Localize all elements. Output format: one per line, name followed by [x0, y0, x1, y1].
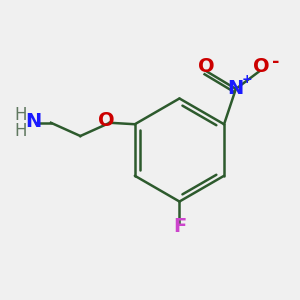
Text: +: +	[242, 73, 252, 86]
Text: F: F	[173, 217, 186, 236]
Text: N: N	[25, 112, 41, 131]
Text: O: O	[198, 57, 215, 76]
Text: N: N	[228, 80, 244, 98]
Text: O: O	[98, 111, 115, 130]
Text: H: H	[14, 122, 27, 140]
Text: -: -	[272, 53, 279, 71]
Text: H: H	[14, 106, 27, 124]
Text: O: O	[253, 57, 269, 76]
